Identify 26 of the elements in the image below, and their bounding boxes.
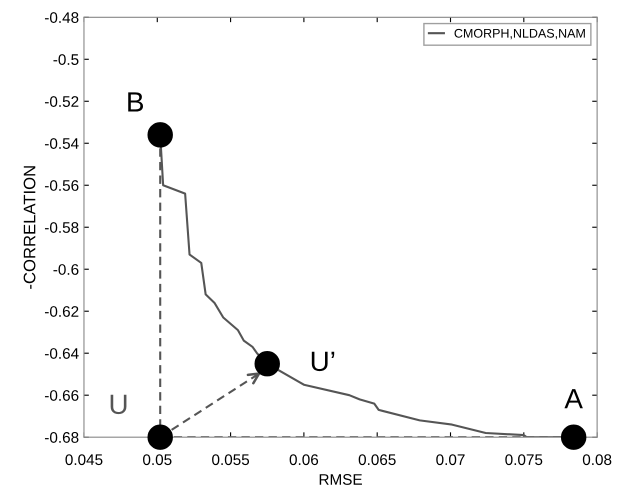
x-tick-label: 0.05 xyxy=(143,454,172,466)
y-tick-label: -0.62 xyxy=(44,306,78,317)
y-tick-label: -0.48 xyxy=(44,12,78,23)
x-tick-label: 0.065 xyxy=(358,454,396,466)
x-tick-label: 0.08 xyxy=(582,454,612,466)
annotation: U’ xyxy=(312,352,334,372)
annotation: B xyxy=(128,92,144,112)
y-tick-label: -0.5 xyxy=(53,54,78,65)
x-tick-label: 0.06 xyxy=(290,454,318,466)
y-tick-label: -0.56 xyxy=(44,180,78,191)
y-tick-label: -0.6 xyxy=(53,264,78,275)
y-tick-label: -0.54 xyxy=(44,138,79,149)
x-tick-label: 0.075 xyxy=(505,454,542,466)
annotation: A xyxy=(564,389,583,408)
y-axis-title: -CORRELATION xyxy=(24,166,36,289)
legend-label: CMORPH,NLDAS,NAM xyxy=(454,28,585,40)
x-tick-label: 0.07 xyxy=(436,454,465,466)
x-tick-label: 0.055 xyxy=(212,454,250,466)
annotation: U xyxy=(110,394,126,414)
x-tick-label: 0.045 xyxy=(65,454,102,466)
y-tick-label: -0.52 xyxy=(44,96,78,107)
y-tick-label: -0.66 xyxy=(44,390,78,401)
y-tick-label: -0.68 xyxy=(44,432,78,443)
x-axis-title: RMSE xyxy=(320,474,362,485)
y-tick-label: -0.58 xyxy=(44,222,78,233)
y-tick-label: -0.64 xyxy=(44,348,79,359)
